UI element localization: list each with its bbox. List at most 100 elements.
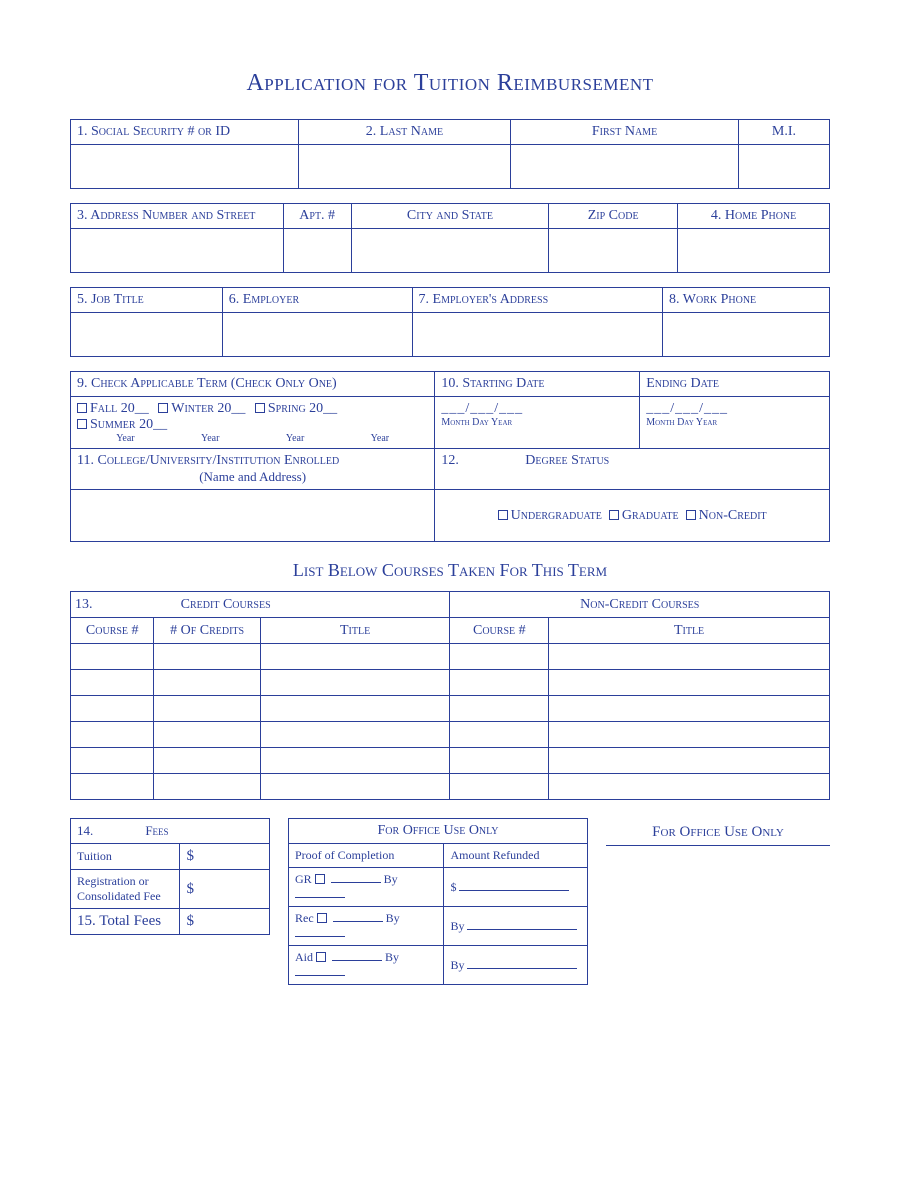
checkbox-icon[interactable] [77, 419, 87, 429]
col-course-num-r: Course # [450, 618, 549, 644]
office-proof-row[interactable]: GR By [289, 868, 444, 907]
course-cell[interactable] [260, 774, 450, 800]
course-cell[interactable] [450, 774, 549, 800]
college-header: 11. College/University/Institution Enrol… [71, 449, 435, 490]
course-cell[interactable] [549, 774, 830, 800]
apt-field[interactable] [283, 229, 351, 273]
address-table: 3. Address Number and Street Apt. # City… [70, 203, 830, 273]
course-cell[interactable] [450, 696, 549, 722]
college-field[interactable] [71, 490, 435, 542]
citystate-header: City and State [351, 204, 548, 229]
degree-grad[interactable]: Graduate [609, 508, 679, 523]
col-title-l: Title [260, 618, 450, 644]
ssn-header: 1. Social Security # or ID [71, 120, 299, 145]
proof-header: Proof of Completion [289, 844, 444, 868]
office-header: For Office Use Only [289, 819, 588, 844]
checkbox-icon[interactable] [315, 874, 325, 884]
degree-header: 12. Degree Status [435, 449, 830, 490]
course-cell[interactable] [450, 670, 549, 696]
course-cell[interactable] [71, 722, 154, 748]
checkbox-icon[interactable] [317, 913, 327, 923]
course-cell[interactable] [260, 748, 450, 774]
degree-options-cell: Undergraduate Graduate Non-Credit [435, 490, 830, 542]
degree-undergrad[interactable]: Undergraduate [498, 508, 602, 523]
zip-field[interactable] [549, 229, 678, 273]
course-cell[interactable] [260, 696, 450, 722]
courses-subtitle: List Below Courses Taken For This Term [70, 560, 830, 581]
checkbox-icon[interactable] [158, 403, 168, 413]
course-cell[interactable] [71, 644, 154, 670]
course-cell[interactable] [154, 696, 260, 722]
employment-table: 5. Job Title 6. Employer 7. Employer's A… [70, 287, 830, 357]
course-cell[interactable] [549, 696, 830, 722]
course-cell[interactable] [154, 748, 260, 774]
fees-table: 14. Fees Tuition $ Registration or Conso… [70, 818, 270, 935]
course-cell[interactable] [549, 644, 830, 670]
term-summer[interactable]: Summer 20__ [77, 417, 167, 433]
course-cell[interactable] [549, 722, 830, 748]
apt-header: Apt. # [283, 204, 351, 229]
refund-header: Amount Refunded [444, 844, 588, 868]
homephone-field[interactable] [678, 229, 830, 273]
empaddress-header: 7. Employer's Address [412, 288, 662, 313]
course-cell[interactable] [260, 722, 450, 748]
course-cell[interactable] [260, 644, 450, 670]
office-refund-row[interactable]: By [444, 907, 588, 946]
mi-field[interactable] [738, 145, 829, 189]
noncredit-courses-header: Non-Credit Courses [450, 592, 830, 618]
course-cell[interactable] [71, 670, 154, 696]
tuition-label: Tuition [71, 844, 180, 870]
course-cell[interactable] [71, 774, 154, 800]
course-cell[interactable] [154, 722, 260, 748]
course-cell[interactable] [154, 644, 260, 670]
course-cell[interactable] [71, 696, 154, 722]
firstname-field[interactable] [511, 145, 739, 189]
course-cell[interactable] [450, 644, 549, 670]
lastname-header: 2. Last Name [298, 120, 511, 145]
term-spring[interactable]: Spring 20__ [255, 401, 337, 417]
office-refund-row[interactable]: $ [444, 868, 588, 907]
checkbox-icon[interactable] [686, 510, 696, 520]
startdate-header: 10. Starting Date [435, 372, 640, 397]
homephone-header: 4. Home Phone [678, 204, 830, 229]
credit-courses-header: 13. Credit Courses [71, 592, 450, 618]
office-table: For Office Use Only Proof of Completion … [288, 818, 588, 985]
checkbox-icon[interactable] [609, 510, 619, 520]
tuition-value[interactable]: $ [180, 844, 270, 870]
course-cell[interactable] [549, 670, 830, 696]
workphone-field[interactable] [663, 313, 830, 357]
office-proof-row[interactable]: Rec By [289, 907, 444, 946]
enddate-field[interactable]: ___/___/___ Month Day Year [640, 397, 830, 449]
checkbox-icon[interactable] [316, 952, 326, 962]
course-cell[interactable] [71, 748, 154, 774]
empaddress-field[interactable] [412, 313, 662, 357]
page-title: Application for Tuition Reimbursement [70, 70, 830, 97]
checkbox-icon[interactable] [498, 510, 508, 520]
totalfees-value[interactable]: $ [180, 909, 270, 935]
course-cell[interactable] [549, 748, 830, 774]
employer-field[interactable] [222, 313, 412, 357]
degree-noncredit[interactable]: Non-Credit [686, 508, 767, 523]
office-proof-row[interactable]: Aid By [289, 946, 444, 985]
course-cell[interactable] [450, 748, 549, 774]
regfee-value[interactable]: $ [180, 870, 270, 909]
course-cell[interactable] [154, 774, 260, 800]
office-right-label: For Office Use Only [606, 818, 830, 846]
lastname-field[interactable] [298, 145, 511, 189]
course-cell[interactable] [260, 670, 450, 696]
regfee-label: Registration or Consolidated Fee [71, 870, 180, 909]
citystate-field[interactable] [351, 229, 548, 273]
address-field[interactable] [71, 229, 284, 273]
course-cell[interactable] [154, 670, 260, 696]
course-cell[interactable] [450, 722, 549, 748]
term-fall[interactable]: Fall 20__ [77, 401, 149, 417]
term-winter[interactable]: Winter 20__ [158, 401, 245, 417]
startdate-field[interactable]: ___/___/___ Month Day Year [435, 397, 640, 449]
year-label: Year [286, 433, 304, 444]
office-refund-row[interactable]: By [444, 946, 588, 985]
checkbox-icon[interactable] [77, 403, 87, 413]
jobtitle-field[interactable] [71, 313, 223, 357]
term-options-cell: Fall 20__ Winter 20__ Spring 20__ Summer… [71, 397, 435, 449]
checkbox-icon[interactable] [255, 403, 265, 413]
ssn-field[interactable] [71, 145, 299, 189]
